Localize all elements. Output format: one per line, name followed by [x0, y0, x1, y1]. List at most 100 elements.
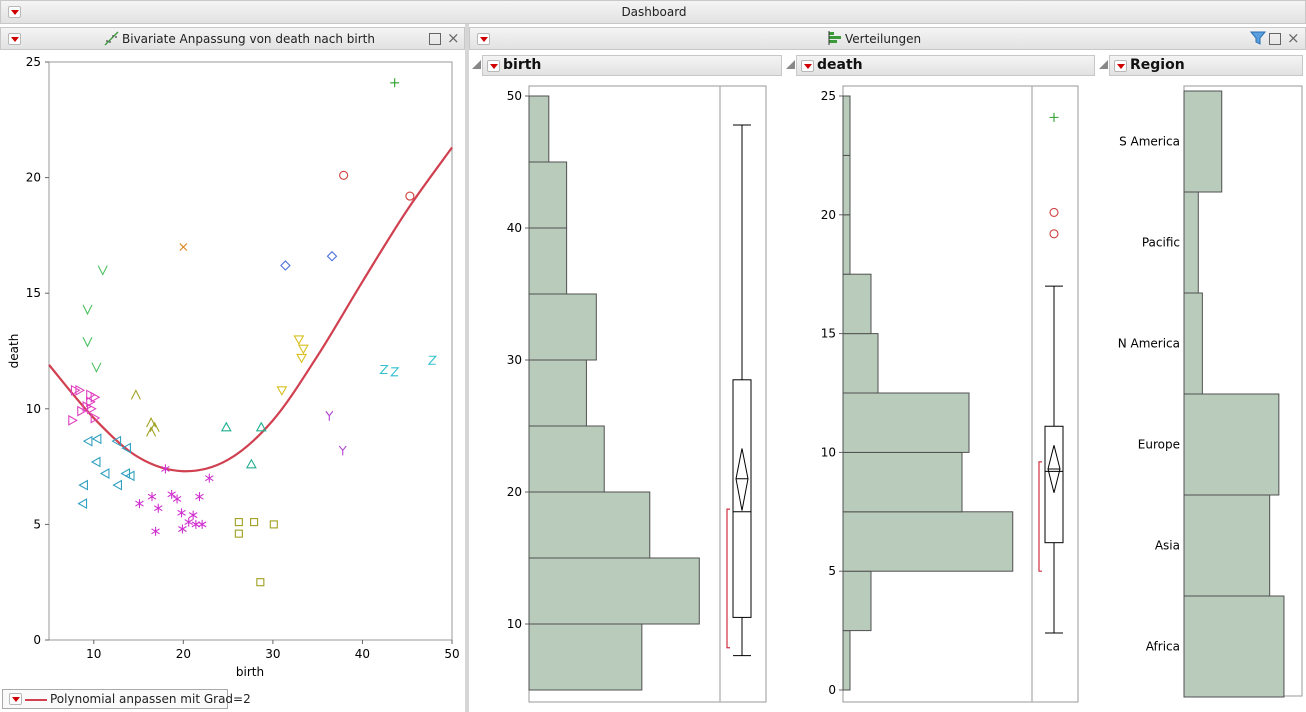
region-bar — [1183, 292, 1203, 395]
data-point — [153, 503, 163, 513]
mean-diamond — [1047, 445, 1061, 493]
y-tick-label: 10 — [26, 402, 41, 416]
bivariate-scatter-plot: 0 5 10 15 20 25 10 20 30 40 50 birth death — [7, 55, 460, 679]
data-point — [99, 468, 110, 479]
y-tick-label: 0 — [33, 633, 41, 647]
region-bar — [1183, 191, 1199, 294]
histogram-bar — [842, 630, 851, 691]
birth-section-header: birth — [482, 55, 782, 76]
data-point — [151, 526, 160, 536]
data-point — [82, 304, 93, 316]
data-point — [147, 492, 157, 502]
histogram-bar — [842, 392, 970, 453]
plot-frame — [48, 61, 453, 641]
data-point — [161, 464, 170, 474]
data-point — [195, 492, 204, 502]
data-point — [297, 344, 309, 355]
data-point — [90, 412, 101, 424]
data-point — [124, 470, 135, 482]
panel-splitter[interactable] — [465, 24, 469, 712]
histogram-bar — [528, 293, 597, 361]
y-axis-label: death — [7, 334, 21, 369]
box-iqr — [1044, 425, 1064, 544]
maximize-icon[interactable] — [1269, 33, 1281, 45]
close-icon[interactable]: × — [447, 29, 460, 47]
data-point — [188, 510, 198, 520]
region-menu-button[interactable] — [1114, 60, 1127, 72]
y-tick-label: 40 — [507, 221, 522, 235]
data-point — [179, 243, 188, 251]
data-point — [82, 337, 93, 348]
data-point — [167, 489, 176, 499]
x-tick-label: 30 — [265, 647, 280, 661]
data-point — [75, 384, 86, 396]
death-boxplot-frame — [1031, 85, 1079, 703]
region-category-label: S America — [1119, 135, 1180, 149]
outlier-point — [1049, 207, 1059, 217]
data-point — [220, 421, 232, 432]
y-tick-label: 15 — [821, 327, 836, 341]
region-section-header: Region — [1109, 55, 1303, 76]
data-point — [146, 426, 157, 437]
y-tick-label: 25 — [821, 89, 836, 103]
verteilungen-menu-button[interactable] — [477, 33, 490, 45]
dashboard-menu-button[interactable] — [8, 6, 21, 18]
region-collapse-icon[interactable] — [1099, 60, 1108, 69]
histogram-bar — [528, 161, 568, 229]
data-point — [90, 391, 101, 403]
histogram-bar — [528, 623, 643, 691]
histogram-bar — [842, 511, 1014, 572]
data-point — [234, 518, 243, 527]
y-tick-label: 5 — [828, 564, 836, 578]
y-tick-label: 15 — [26, 286, 41, 300]
fit-menu-button[interactable] — [9, 693, 22, 705]
data-point — [256, 578, 265, 587]
birth-collapse-icon[interactable] — [472, 60, 481, 69]
data-point — [269, 520, 278, 529]
data-point — [172, 494, 182, 504]
data-point — [197, 519, 207, 529]
maximize-icon[interactable] — [429, 33, 441, 45]
histogram-bar — [842, 570, 872, 632]
data-point — [390, 78, 400, 88]
histogram-bar — [528, 227, 568, 295]
data-point — [326, 250, 338, 262]
outlier-point — [1049, 112, 1059, 122]
y-tick-label: 10 — [821, 445, 836, 459]
death-distribution-plot: 0 5 10 15 20 25 — [821, 85, 1079, 703]
data-point — [91, 433, 102, 445]
histogram-bar — [528, 425, 605, 493]
outlier-point — [1049, 229, 1059, 239]
y-tick-label: 25 — [26, 55, 41, 69]
bivariate-title: Bivariate Anpassung von death nach birth — [122, 32, 375, 46]
bivariate-menu-button[interactable] — [8, 33, 21, 45]
fit-legend-bar[interactable]: Polynomial anpassen mit Grad=2 — [2, 689, 251, 709]
region-bar — [1183, 494, 1271, 597]
data-point — [77, 498, 88, 510]
dashboard-title-bar: Dashboard — [0, 0, 1306, 24]
data-point — [405, 191, 415, 201]
histogram-bar — [528, 95, 550, 163]
histogram-bar — [528, 491, 651, 559]
data-point — [293, 335, 305, 346]
histogram-bar — [842, 333, 879, 394]
data-point — [121, 442, 131, 454]
histogram-bar — [528, 557, 700, 625]
verteilungen-title: Verteilungen — [845, 32, 922, 46]
histogram-bar — [842, 214, 851, 275]
death-title: death — [817, 57, 863, 73]
data-point — [130, 389, 141, 400]
region-category-label: Europe — [1138, 438, 1180, 452]
shortest-half-bracket — [726, 508, 730, 649]
data-point — [68, 414, 78, 426]
filter-icon[interactable] — [1250, 30, 1266, 46]
death-menu-button[interactable] — [801, 60, 814, 72]
data-point — [112, 479, 123, 491]
close-icon[interactable]: × — [1287, 29, 1300, 47]
data-point — [86, 396, 96, 408]
x-tick-label: 50 — [444, 647, 459, 661]
histogram-bar — [842, 451, 963, 513]
data-point — [389, 367, 400, 377]
death-collapse-icon[interactable] — [786, 60, 795, 69]
birth-menu-button[interactable] — [487, 60, 500, 72]
